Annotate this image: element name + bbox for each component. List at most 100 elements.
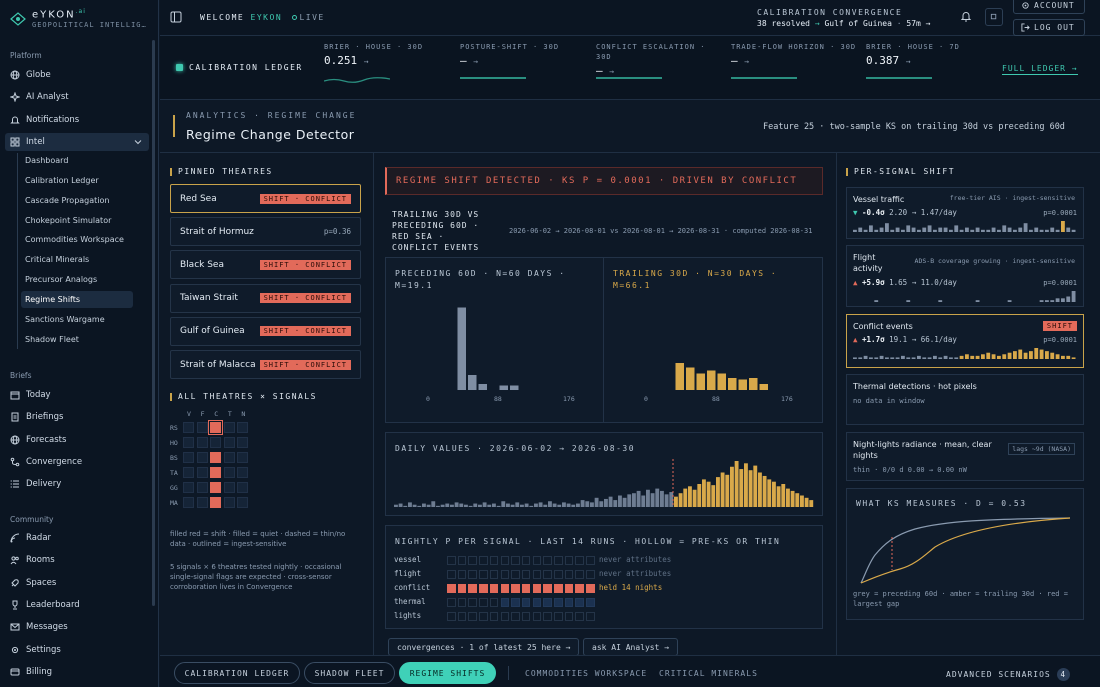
widget-button[interactable]: [985, 8, 1003, 26]
matrix-cell[interactable]: [223, 437, 235, 448]
full-ledger-link[interactable]: FULL LEDGER →: [1002, 64, 1078, 75]
sidebar-sub-calibration-ledger[interactable]: Calibration Ledger: [25, 175, 99, 185]
ask-analyst-button[interactable]: ask AI Analyst →: [583, 638, 679, 656]
link-commodities[interactable]: COMMODITIES WORKSPACE: [525, 669, 648, 678]
nightly-cell[interactable]: [457, 612, 467, 621]
pill-regime-shifts[interactable]: REGIME SHIFTS: [399, 662, 496, 684]
matrix-cell[interactable]: [196, 422, 208, 433]
nightly-cell[interactable]: [500, 598, 509, 607]
link-critical-minerals[interactable]: CRITICAL MINERALS: [659, 669, 758, 678]
nightly-cell[interactable]: [500, 584, 509, 593]
nightly-cell[interactable]: [479, 598, 488, 607]
matrix-cell[interactable]: [237, 497, 249, 508]
sidebar-item-forecasts[interactable]: Forecasts: [10, 431, 150, 449]
matrix-cell[interactable]: [196, 437, 208, 448]
sidebar-sub-commodities-workspace[interactable]: Commodities Workspace: [25, 235, 124, 245]
matrix-cell[interactable]: [183, 482, 194, 493]
sidebar-sub-critical-minerals[interactable]: Critical Minerals: [25, 255, 90, 265]
nightly-cell[interactable]: [554, 598, 563, 607]
sidebar-toggle-icon[interactable]: [170, 11, 182, 23]
sidebar-item-radar[interactable]: Radar: [10, 529, 150, 547]
nightly-cell[interactable]: [511, 556, 520, 565]
nightly-cell[interactable]: [511, 598, 520, 607]
nightly-cell[interactable]: [532, 570, 542, 579]
pill-calibration-ledger[interactable]: CALIBRATION LEDGER: [174, 662, 300, 684]
nightly-cell[interactable]: [500, 612, 509, 621]
ledger-metric[interactable]: TRADE-FLOW HORIZON · 30D — →: [731, 42, 859, 79]
nightly-cell[interactable]: [468, 584, 477, 593]
matrix-cell[interactable]: [237, 452, 249, 463]
nightly-cell[interactable]: [575, 584, 584, 593]
nightly-cell[interactable]: [543, 598, 552, 607]
sidebar-sub-chokepoint-simulator[interactable]: Chokepoint Simulator: [25, 215, 112, 225]
nightly-cell[interactable]: [511, 570, 520, 579]
convergence-status[interactable]: CALIBRATION CONVERGENCE 38 resolved → Gu…: [757, 8, 931, 28]
sidebar-sub-cascade-propagation[interactable]: Cascade Propagation: [25, 195, 110, 205]
nightly-cell[interactable]: [564, 584, 574, 593]
matrix-cell[interactable]: [210, 482, 222, 493]
sidebar-sub-precursor-analogs[interactable]: Precursor Analogs: [25, 275, 98, 285]
matrix-cell[interactable]: [223, 482, 235, 493]
sidebar-item-globe[interactable]: Globe: [10, 66, 150, 84]
nightly-cell[interactable]: [511, 584, 520, 593]
nightly-cell[interactable]: [586, 556, 595, 565]
matrix-cell[interactable]: [237, 482, 249, 493]
sidebar-item-ai-analyst[interactable]: AI Analyst: [10, 88, 150, 106]
signal-card-flight-activity[interactable]: Flight activity ADS-B coverage growing · …: [846, 245, 1084, 307]
nightly-cell[interactable]: [532, 612, 542, 621]
nightly-cell[interactable]: [457, 570, 467, 579]
matrix-cell[interactable]: [196, 467, 208, 478]
nightly-cell[interactable]: [447, 556, 456, 565]
signal-card-thermal[interactable]: Thermal detections · hot pixels no data …: [846, 374, 1084, 425]
nightly-cell[interactable]: [457, 598, 467, 607]
nightly-cell[interactable]: [457, 584, 467, 593]
nightly-cell[interactable]: [554, 570, 563, 579]
theatre-strait-of-malacca[interactable]: Strait of Malacca SHIFT · CONFLICT: [170, 350, 361, 379]
nightly-cell[interactable]: [521, 556, 531, 565]
nightly-cell[interactable]: [489, 612, 499, 621]
nightly-cell[interactable]: [564, 612, 574, 621]
nightly-cell[interactable]: [447, 584, 456, 593]
nightly-cell[interactable]: [489, 570, 499, 579]
convergences-button[interactable]: convergences · 1 of latest 25 here →: [388, 638, 580, 656]
matrix-cell[interactable]: [208, 420, 224, 435]
nightly-cell[interactable]: [511, 612, 520, 621]
matrix-cell[interactable]: [196, 482, 208, 493]
theatre-red-sea[interactable]: Red Sea SHIFT · CONFLICT: [170, 184, 361, 213]
matrix-cell[interactable]: [183, 452, 194, 463]
ledger-metric[interactable]: BRIER · HOUSE · 7D 0.387 →: [866, 42, 994, 79]
sidebar-sub-regime-shifts[interactable]: Regime Shifts: [21, 290, 133, 308]
nightly-cell[interactable]: [468, 570, 477, 579]
nightly-cell[interactable]: [532, 584, 542, 593]
nightly-cell[interactable]: [532, 598, 542, 607]
nightly-cell[interactable]: [500, 556, 509, 565]
matrix-cell[interactable]: [237, 467, 249, 478]
matrix-cell[interactable]: [223, 422, 235, 433]
nightly-cell[interactable]: [586, 598, 595, 607]
sidebar-item-messages[interactable]: Messages: [10, 618, 150, 636]
nightly-cell[interactable]: [586, 612, 595, 621]
matrix-cell[interactable]: [196, 497, 208, 508]
sidebar-item-today[interactable]: Today: [10, 386, 150, 404]
nightly-cell[interactable]: [575, 570, 584, 579]
nightly-cell[interactable]: [479, 584, 488, 593]
bell-icon[interactable]: [960, 10, 972, 22]
advanced-scenarios[interactable]: ADVANCED SCENARIOS 4: [946, 668, 1070, 681]
nightly-cell[interactable]: [543, 556, 552, 565]
nightly-cell[interactable]: [521, 598, 531, 607]
matrix-cell[interactable]: [223, 452, 235, 463]
ledger-metric[interactable]: POSTURE-SHIFT · 30D — →: [460, 42, 588, 79]
nightly-cell[interactable]: [447, 598, 456, 607]
matrix-cell[interactable]: [223, 467, 235, 478]
matrix-cell[interactable]: [223, 497, 235, 508]
sidebar-item-intel[interactable]: Intel: [5, 132, 149, 151]
nightly-cell[interactable]: [575, 598, 584, 607]
sidebar-item-leaderboard[interactable]: Leaderboard: [10, 596, 150, 614]
nightly-cell[interactable]: [564, 570, 574, 579]
theatre-black-sea[interactable]: Black Sea SHIFT · CONFLICT: [170, 250, 361, 280]
nightly-cell[interactable]: [586, 570, 595, 579]
sidebar-sub-sanctions-wargame[interactable]: Sanctions Wargame: [25, 314, 105, 324]
sidebar-item-spaces[interactable]: Spaces: [10, 574, 150, 592]
nightly-cell[interactable]: [479, 612, 488, 621]
nightly-cell[interactable]: [447, 570, 456, 579]
